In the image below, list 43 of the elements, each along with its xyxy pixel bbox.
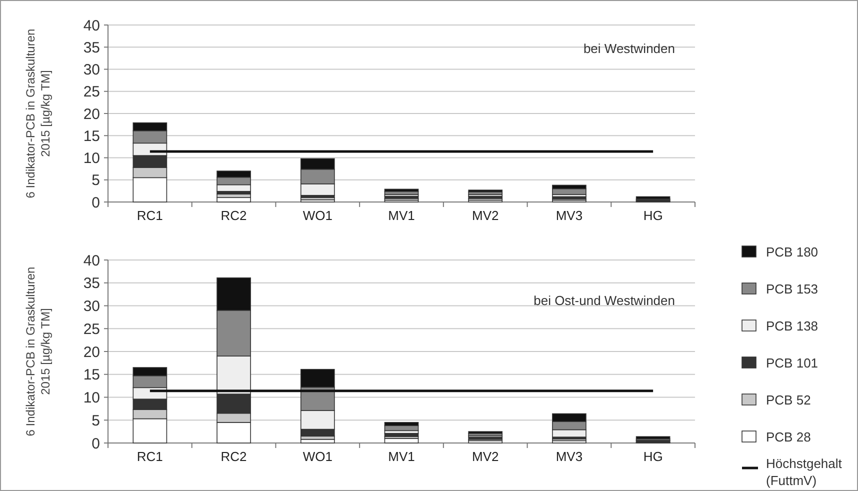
legend-label: PCB 138 bbox=[766, 318, 818, 334]
x-tick-label: MV2 bbox=[472, 208, 499, 223]
y-tick-label: 20 bbox=[83, 344, 100, 361]
legend-label: PCB 101 bbox=[766, 356, 818, 371]
x-tick-label: MV1 bbox=[388, 208, 415, 223]
y-tick-label: 10 bbox=[83, 150, 100, 167]
y-axis-title: 6 Indikator-PCB in Graskulturen 2015 [µg/kg TM] bbox=[24, 28, 52, 198]
legend-label: PCB 28 bbox=[766, 430, 811, 445]
legend-label: Höchstgehalt (FuttmV) bbox=[766, 456, 842, 488]
y-tick-label: 40 bbox=[83, 252, 100, 270]
annotation: bei Ost-und Westwinden bbox=[534, 293, 675, 308]
y-tick-label: 25 bbox=[83, 320, 100, 338]
y-tick-label: 5 bbox=[92, 412, 100, 430]
annotation: bei Westwinden bbox=[583, 41, 675, 56]
x-tick-label: RC2 bbox=[220, 208, 247, 223]
y-tick-label: 15 bbox=[83, 366, 100, 384]
y-tick-label: 25 bbox=[83, 84, 100, 101]
legend-label: PCB 180 bbox=[766, 244, 818, 260]
y-tick-label: 35 bbox=[83, 275, 100, 292]
y-tick-label: 10 bbox=[83, 390, 100, 406]
y-tick-label: 35 bbox=[83, 39, 100, 56]
y-tick-label: 30 bbox=[83, 62, 100, 78]
legend-label: PCB 52 bbox=[766, 392, 811, 408]
x-tick-label: RC1 bbox=[136, 449, 163, 464]
y-tick-label: 20 bbox=[83, 106, 100, 123]
y-tick-label: 0 bbox=[92, 435, 100, 452]
y-tick-label: 40 bbox=[83, 17, 100, 34]
x-tick-label: WO1 bbox=[302, 208, 332, 223]
x-tick-label: RC2 bbox=[220, 449, 247, 464]
x-tick-label: MV1 bbox=[388, 449, 415, 464]
x-tick-label: HG bbox=[643, 449, 663, 464]
x-tick-label: MV3 bbox=[556, 449, 583, 464]
x-tick-label: MV2 bbox=[472, 449, 499, 464]
x-tick-label: RC1 bbox=[136, 208, 163, 223]
y-tick-label: 15 bbox=[83, 128, 100, 145]
y-axis-title: 6 Indikator-PCB in Graskulturen 2015 [µg/kg TM] bbox=[24, 266, 52, 436]
x-tick-label: MV3 bbox=[556, 208, 583, 223]
x-tick-label: HG bbox=[643, 208, 663, 223]
y-tick-label: 30 bbox=[83, 298, 100, 315]
x-tick-label: WO1 bbox=[302, 449, 332, 464]
legend-label: PCB 153 bbox=[766, 282, 818, 297]
y-tick-label: 5 bbox=[92, 172, 100, 190]
y-tick-label: 0 bbox=[92, 194, 100, 212]
